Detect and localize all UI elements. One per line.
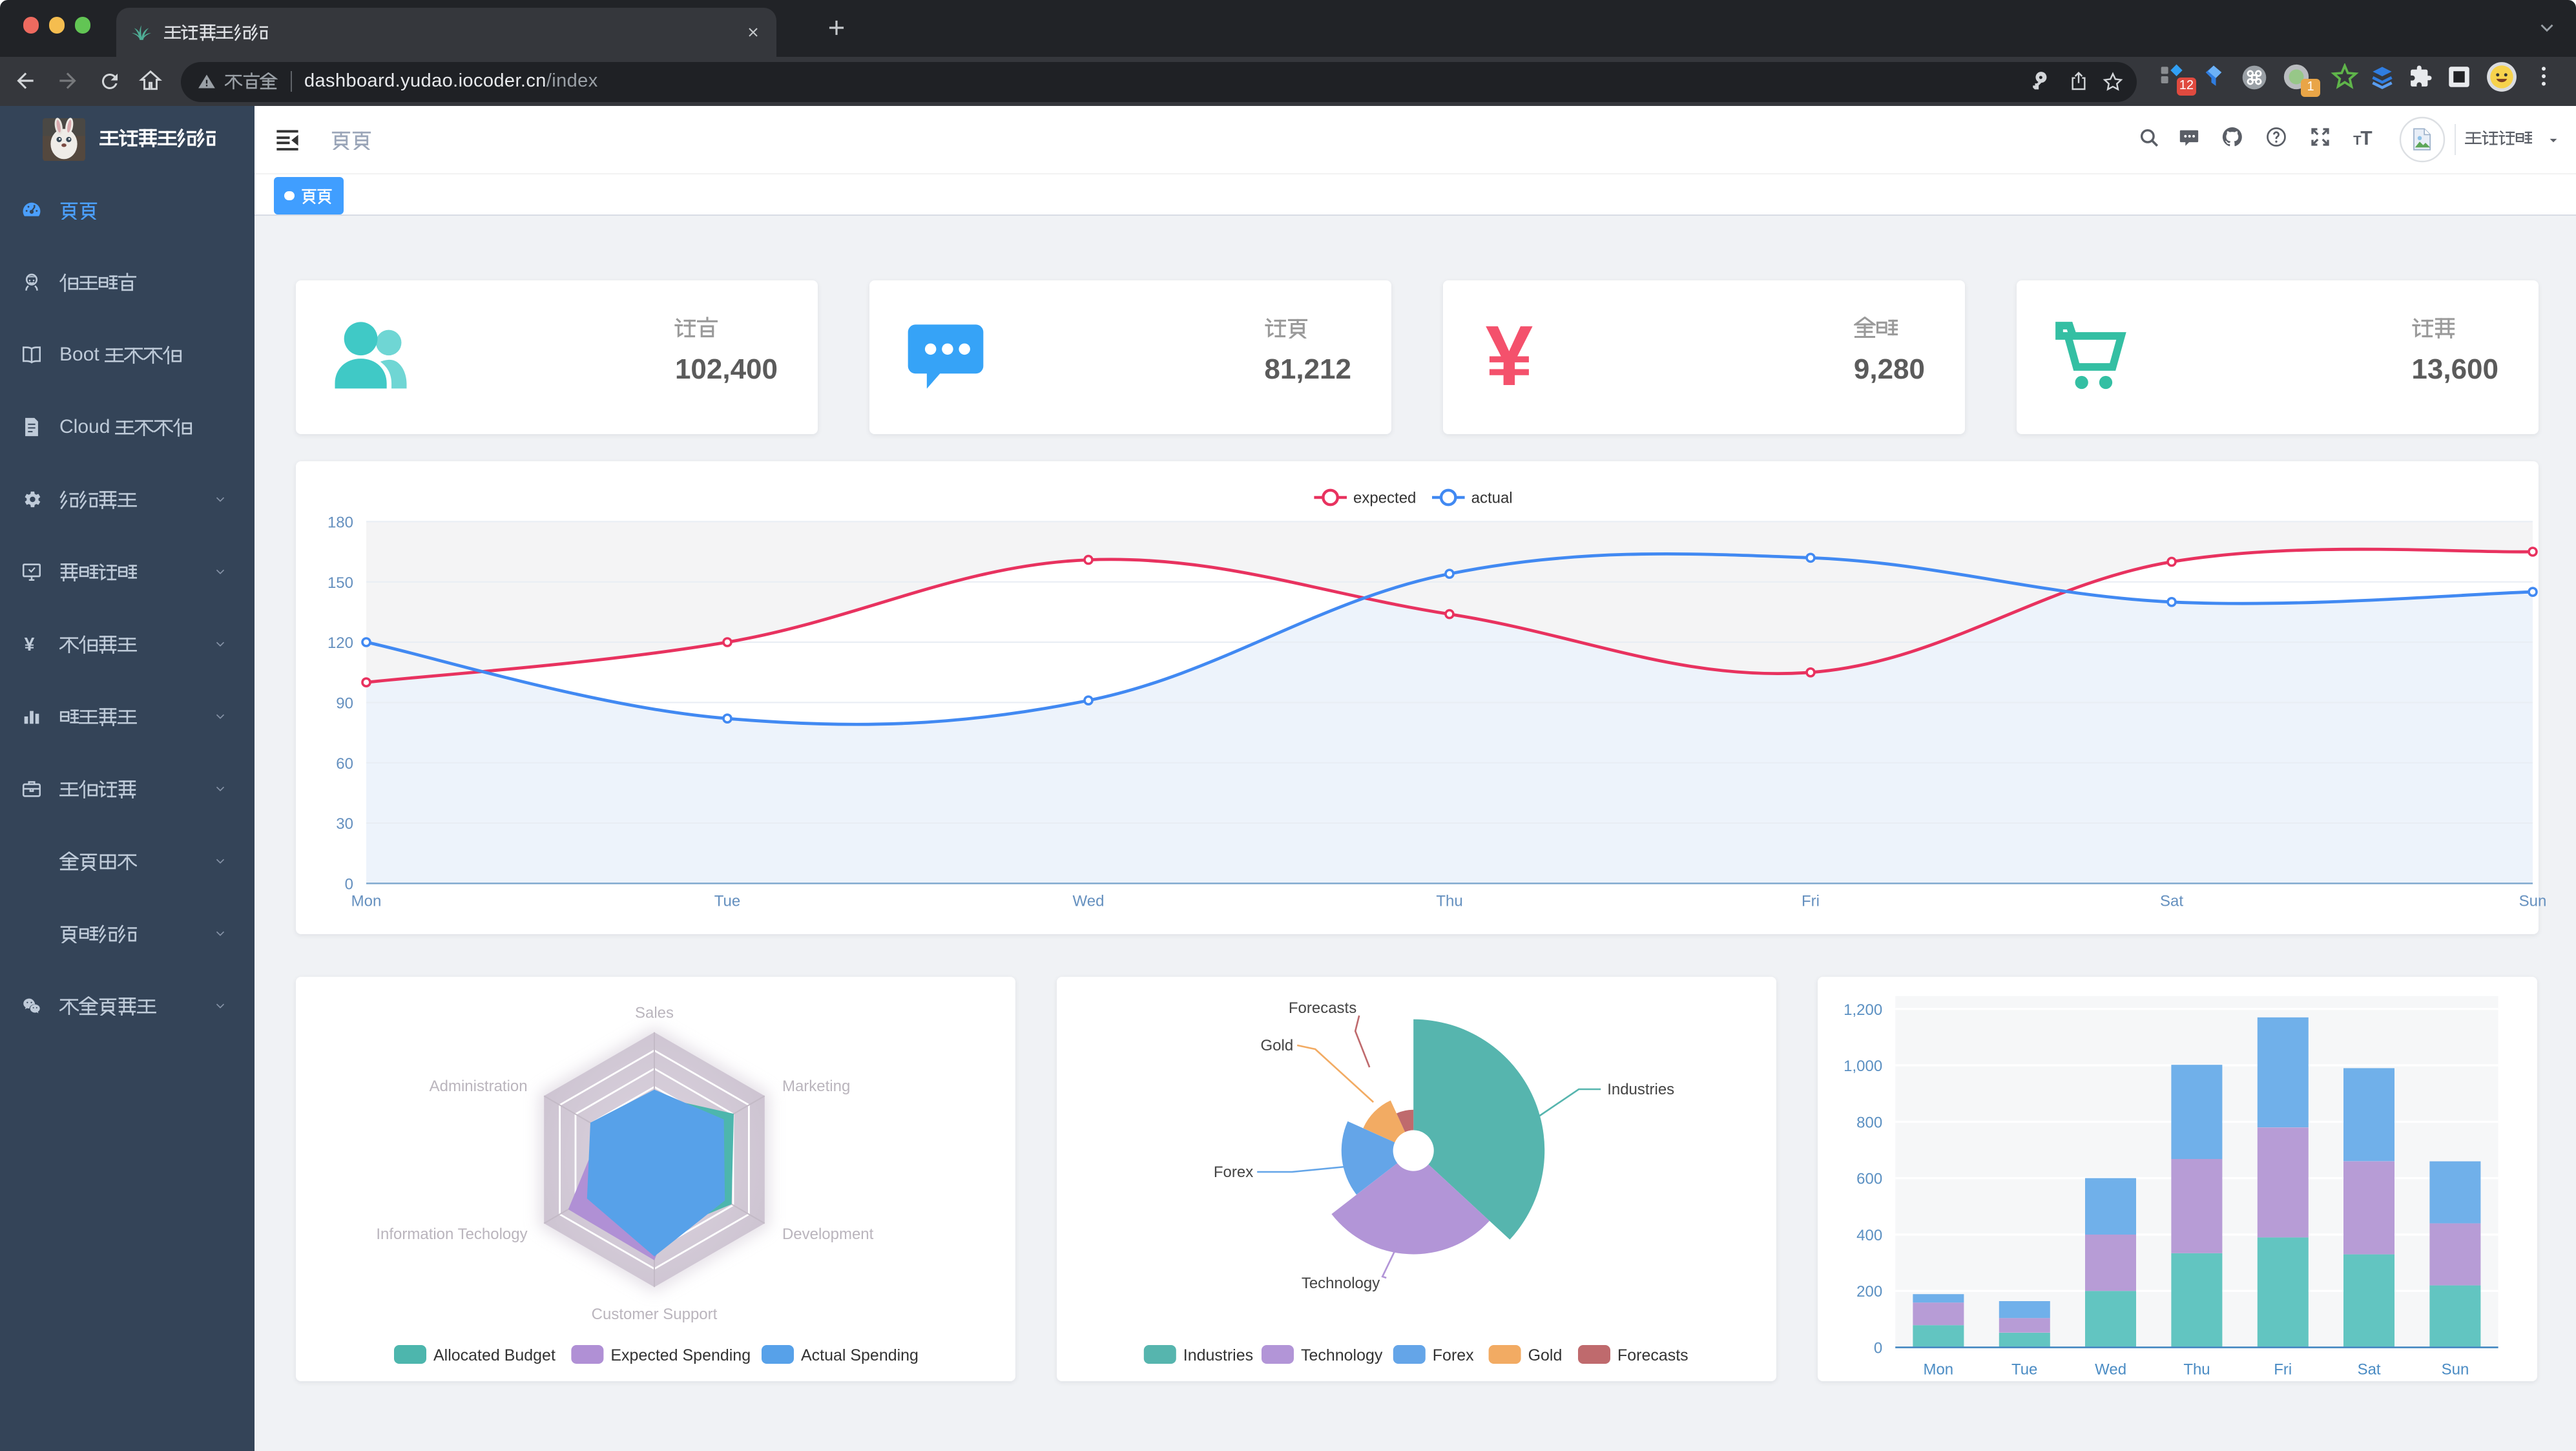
svg-text:Technology: Technology [1302, 1275, 1380, 1292]
svg-text:Industries: Industries [1607, 1081, 1674, 1098]
svg-text:actual: actual [1471, 489, 1512, 506]
svg-text:Customer Support: Customer Support [591, 1306, 717, 1323]
svg-text:90: 90 [335, 694, 353, 712]
svg-text:Forecasts: Forecasts [1289, 999, 1356, 1017]
svg-text:Information Techology: Information Techology [375, 1226, 526, 1243]
svg-text:Actual Spending: Actual Spending [800, 1346, 918, 1364]
svg-text:Sun: Sun [2442, 1361, 2469, 1379]
svg-text:1,200: 1,200 [1844, 1001, 1883, 1019]
svg-text:¥: ¥ [1485, 315, 1532, 400]
svg-text:Wed: Wed [2095, 1361, 2127, 1379]
svg-text:60: 60 [335, 755, 353, 772]
svg-text:Marketing: Marketing [782, 1078, 849, 1095]
svg-text:120: 120 [327, 634, 353, 651]
svg-text:Sat: Sat [2159, 892, 2183, 910]
svg-text:1,000: 1,000 [1844, 1058, 1883, 1075]
svg-text:Thu: Thu [2184, 1361, 2210, 1379]
svg-text:0: 0 [344, 875, 353, 893]
svg-text:800: 800 [1857, 1114, 1883, 1131]
svg-text:expected: expected [1353, 489, 1415, 506]
svg-text:Forecasts: Forecasts [1617, 1346, 1688, 1364]
svg-text:Forex: Forex [1433, 1346, 1474, 1364]
svg-text:Administration: Administration [429, 1078, 527, 1095]
svg-text:T: T [2360, 128, 2372, 149]
svg-text:0: 0 [1874, 1340, 1882, 1357]
svg-text:Gold: Gold [1528, 1346, 1562, 1364]
svg-text:Thu: Thu [1435, 892, 1462, 910]
svg-text:Technology: Technology [1301, 1346, 1383, 1364]
svg-text:180: 180 [327, 514, 353, 531]
svg-text:Sat: Sat [2358, 1361, 2381, 1379]
svg-text:Sales: Sales [634, 1004, 673, 1021]
svg-text:T: T [2353, 133, 2361, 148]
svg-text:Forex: Forex [1214, 1164, 1253, 1181]
svg-text:Mon: Mon [351, 892, 381, 910]
svg-text:400: 400 [1857, 1227, 1883, 1244]
svg-text:Mon: Mon [1924, 1361, 1954, 1379]
svg-text:30: 30 [335, 815, 353, 832]
svg-text:Wed: Wed [1072, 892, 1104, 910]
svg-text:200: 200 [1857, 1283, 1883, 1300]
svg-text:Expected Spending: Expected Spending [610, 1346, 750, 1364]
svg-text:¥: ¥ [25, 634, 35, 654]
svg-text:Gold: Gold [1260, 1037, 1293, 1054]
svg-text:Tue: Tue [714, 892, 740, 910]
svg-text:Industries: Industries [1183, 1346, 1253, 1364]
svg-text:Tue: Tue [2011, 1361, 2037, 1379]
svg-text:Fri: Fri [1801, 892, 1819, 910]
svg-text:Allocated Budget: Allocated Budget [433, 1346, 555, 1364]
svg-text:600: 600 [1857, 1171, 1883, 1188]
svg-text:Sun: Sun [2519, 892, 2546, 910]
svg-text:Fri: Fri [2274, 1361, 2292, 1379]
svg-text:150: 150 [327, 574, 353, 591]
svg-text:Development: Development [782, 1226, 873, 1243]
